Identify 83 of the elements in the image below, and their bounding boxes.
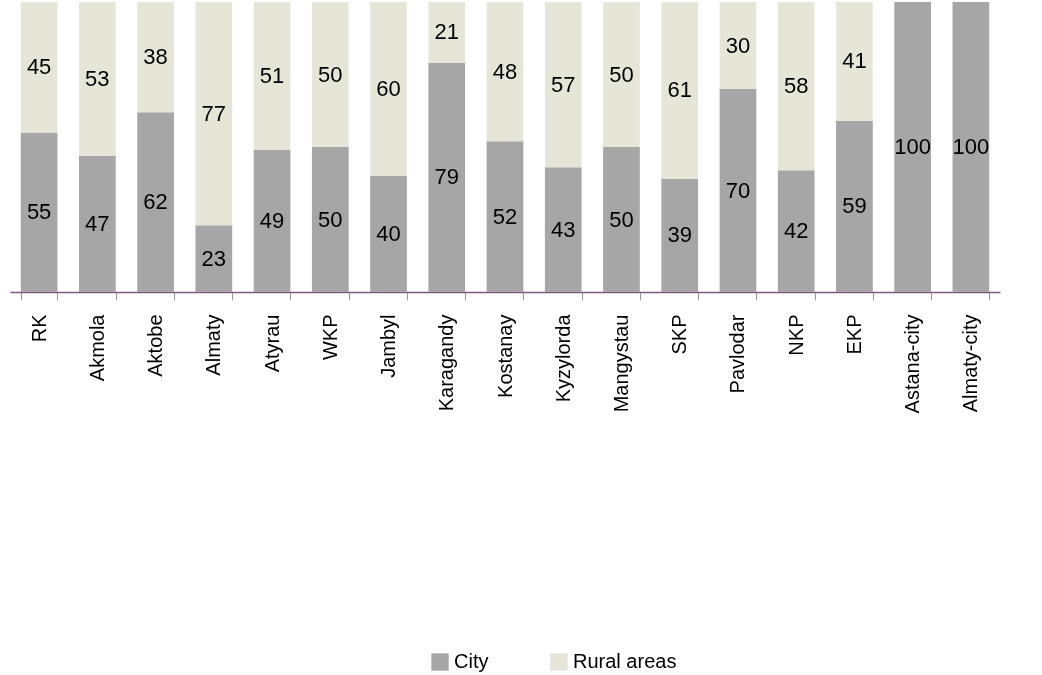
data-label: 42 (783, 218, 809, 244)
bar (311, 147, 349, 292)
bar (195, 2, 233, 226)
x-tick-label: EKP (842, 314, 865, 355)
bar (777, 170, 815, 292)
bar (544, 2, 582, 168)
x-tick-label: SKP (668, 314, 691, 355)
data-label: 60 (376, 76, 401, 101)
data-label: 79 (434, 164, 460, 190)
bar (253, 149, 291, 292)
bar (137, 112, 174, 292)
data-label: 48 (492, 58, 518, 84)
data-label: 47 (85, 210, 110, 236)
bar (836, 120, 873, 292)
bar (544, 167, 582, 292)
x-tick-label: Akmola (85, 313, 108, 382)
x-tick-label: Pavlodar (726, 314, 749, 394)
bar (428, 2, 466, 63)
data-label: 49 (259, 207, 285, 233)
bar (79, 2, 116, 156)
x-tick-label: Kostanay (493, 314, 516, 398)
x-tick-label: Mangystau (609, 314, 632, 413)
legend-label: City (454, 650, 489, 672)
data-label: 23 (201, 245, 227, 271)
bar (137, 2, 174, 113)
data-label: 59 (842, 193, 867, 219)
x-tick-label: RK (27, 313, 50, 343)
x-tick-label: Kyzylorda (551, 313, 574, 403)
bar (952, 2, 990, 292)
data-label: 40 (376, 221, 401, 246)
data-label: 53 (85, 65, 110, 91)
bar (253, 2, 291, 150)
bar (370, 2, 407, 176)
bar (603, 147, 640, 292)
x-tick-label: Aktobe (144, 314, 167, 377)
data-label: 62 (143, 189, 168, 215)
data-label: 45 (26, 54, 52, 80)
data-label: 50 (318, 206, 343, 232)
data-label: 77 (201, 100, 227, 126)
bar (428, 62, 466, 292)
bar (486, 141, 524, 292)
data-label: 50 (318, 61, 343, 87)
data-label: 100 (894, 134, 932, 159)
x-tick-label: Atyrau (260, 314, 283, 373)
data-label: 50 (609, 206, 634, 232)
data-label: 100 (952, 134, 990, 159)
bar (661, 2, 699, 179)
bar (661, 178, 699, 292)
x-tick-label: WKP (318, 314, 341, 361)
data-label: 58 (783, 73, 809, 99)
x-tick-label: Jambyl (377, 314, 400, 378)
bar (719, 2, 757, 89)
data-label: 50 (609, 61, 634, 87)
bar (370, 176, 407, 292)
x-tick-label: Karagandy (435, 314, 458, 412)
data-label: 41 (842, 48, 867, 74)
data-label: 51 (259, 62, 285, 88)
bar (603, 2, 640, 147)
x-tick-label: Almaty (202, 314, 225, 376)
bar (311, 2, 349, 147)
bar (79, 155, 116, 292)
bar (20, 2, 58, 133)
data-label: 38 (143, 44, 168, 70)
bar (836, 2, 873, 121)
data-label: 43 (550, 216, 576, 242)
data-label: 39 (667, 222, 692, 248)
data-label: 61 (667, 77, 692, 103)
data-label: 57 (550, 71, 576, 97)
x-tick-label: NKP (784, 314, 807, 356)
data-label: 55 (26, 199, 52, 225)
bar (486, 2, 524, 142)
bar (894, 2, 931, 292)
x-tick-label: Astana-city (901, 314, 924, 414)
bar (777, 2, 815, 171)
bar (719, 89, 757, 292)
bar (195, 225, 233, 292)
bar (20, 132, 58, 292)
data-label: 52 (492, 203, 518, 229)
data-label: 30 (725, 32, 751, 58)
legend-label: Rural areas (573, 650, 677, 672)
data-label: 70 (725, 177, 751, 203)
x-tick-label: Almaty-city (959, 314, 982, 413)
data-label: 21 (434, 19, 460, 45)
